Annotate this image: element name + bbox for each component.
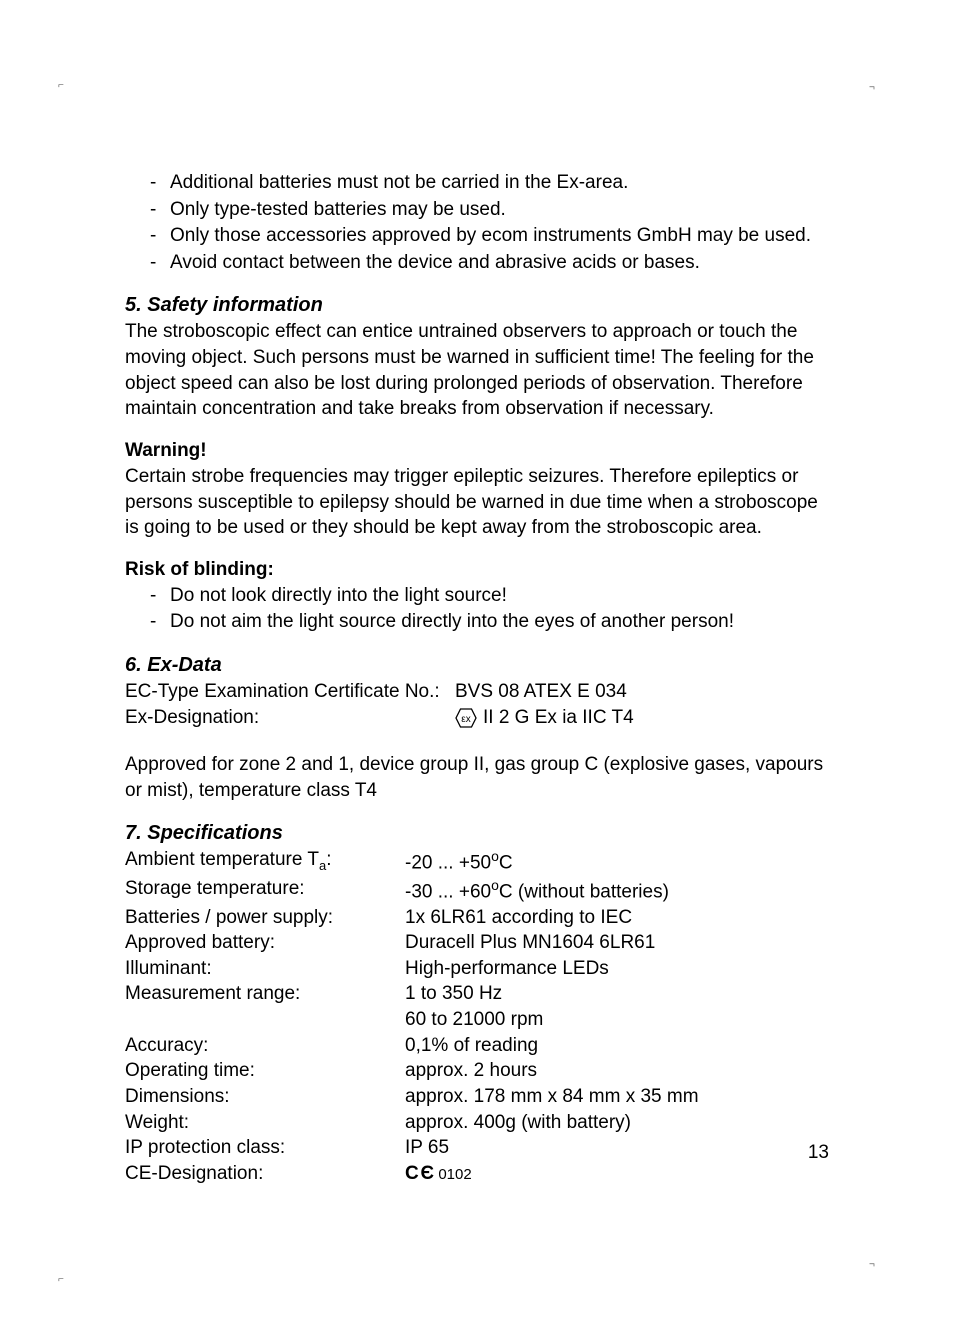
spec-label: Operating time: bbox=[125, 1058, 405, 1084]
spec-row: Accuracy:0,1% of reading bbox=[125, 1033, 829, 1059]
spec-label: Storage temperature: bbox=[125, 876, 405, 905]
spec-row: Ambient temperature Ta:-20 ... +50oC bbox=[125, 847, 829, 876]
intro-bullet-list: Additional batteries must not be carried… bbox=[125, 170, 829, 276]
spec-label: Accuracy: bbox=[125, 1033, 405, 1059]
list-item: Only type-tested batteries may be used. bbox=[125, 197, 829, 224]
spec-row: CE-Designation:C Є 0102 bbox=[125, 1161, 829, 1187]
spec-value: Duracell Plus MN1604 6LR61 bbox=[405, 930, 829, 956]
spec-value: 60 to 21000 rpm bbox=[405, 1007, 829, 1033]
spec-row: Batteries / power supply:1x 6LR61 accord… bbox=[125, 905, 829, 931]
section-6-heading: 6. Ex-Data bbox=[125, 654, 829, 677]
section-5-body: The stroboscopic effect can entice untra… bbox=[125, 319, 829, 422]
spec-row: Measurement range:1 to 350 Hz bbox=[125, 981, 829, 1007]
ex-value-text: BVS 08 ATEX E 034 bbox=[455, 679, 627, 705]
spec-label: IP protection class: bbox=[125, 1135, 405, 1161]
spec-value: -20 ... +50oC bbox=[405, 847, 829, 876]
spec-value: 0,1% of reading bbox=[405, 1033, 829, 1059]
spec-row: Approved battery:Duracell Plus MN1604 6L… bbox=[125, 930, 829, 956]
spec-value: C Є 0102 bbox=[405, 1161, 829, 1187]
spec-value: approx. 178 mm x 84 mm x 35 mm bbox=[405, 1084, 829, 1110]
ex-label: Ex-Designation: bbox=[125, 705, 455, 731]
section-7-heading: 7. Specifications bbox=[125, 822, 829, 845]
spec-value: 1 to 350 Hz bbox=[405, 981, 829, 1007]
spec-label: Batteries / power supply: bbox=[125, 905, 405, 931]
spec-row: Dimensions:approx. 178 mm x 84 mm x 35 m… bbox=[125, 1084, 829, 1110]
crop-mark-tl: ⌐ bbox=[58, 80, 68, 90]
crop-mark-bl: ⌐ bbox=[58, 1274, 68, 1284]
crop-mark-br: ¬ bbox=[869, 1259, 879, 1269]
spec-row: 60 to 21000 rpm bbox=[125, 1007, 829, 1033]
page-number: 13 bbox=[808, 1142, 829, 1164]
spec-value: IP 65 bbox=[405, 1135, 829, 1161]
spec-value: approx. 400g (with battery) bbox=[405, 1110, 829, 1136]
list-item: Avoid contact between the device and abr… bbox=[125, 250, 829, 277]
ex-data-row: Ex-Designation: εx II 2 G Ex ia IIC T4 bbox=[125, 705, 829, 731]
list-item: Do not look directly into the light sour… bbox=[125, 583, 829, 610]
spec-row: Storage temperature:-30 ... +60oC (witho… bbox=[125, 876, 829, 905]
spec-row: Operating time:approx. 2 hours bbox=[125, 1058, 829, 1084]
list-item: Additional batteries must not be carried… bbox=[125, 170, 829, 197]
ex-hexagon-icon: εx bbox=[455, 708, 477, 728]
blinding-bullet-list: Do not look directly into the light sour… bbox=[125, 583, 829, 636]
spec-label: Ambient temperature Ta: bbox=[125, 847, 405, 876]
spec-label: Weight: bbox=[125, 1110, 405, 1136]
spec-value: High-performance LEDs bbox=[405, 956, 829, 982]
specifications-table: Ambient temperature Ta:-20 ... +50oCStor… bbox=[125, 847, 829, 1187]
spec-row: Illuminant:High-performance LEDs bbox=[125, 956, 829, 982]
svg-text:εx: εx bbox=[461, 714, 470, 725]
ex-value: BVS 08 ATEX E 034 bbox=[455, 679, 829, 705]
section-6-approval: Approved for zone 2 and 1, device group … bbox=[125, 752, 829, 803]
page-content: Additional batteries must not be carried… bbox=[0, 0, 954, 1187]
spec-row: Weight:approx. 400g (with battery) bbox=[125, 1110, 829, 1136]
spec-row: IP protection class:IP 65 bbox=[125, 1135, 829, 1161]
spec-value: 1x 6LR61 according to IEC bbox=[405, 905, 829, 931]
ex-label: EC-Type Examination Certificate No.: bbox=[125, 679, 455, 705]
crop-mark-tr: ¬ bbox=[869, 82, 879, 92]
section-5-heading: 5. Safety information bbox=[125, 294, 829, 317]
spec-label: Approved battery: bbox=[125, 930, 405, 956]
spec-value: -30 ... +60oC (without batteries) bbox=[405, 876, 829, 905]
list-item: Do not aim the light source directly int… bbox=[125, 609, 829, 636]
spec-label bbox=[125, 1007, 405, 1033]
spec-label: Measurement range: bbox=[125, 981, 405, 1007]
spec-value: approx. 2 hours bbox=[405, 1058, 829, 1084]
spec-label: CE-Designation: bbox=[125, 1161, 405, 1187]
spec-label: Dimensions: bbox=[125, 1084, 405, 1110]
ex-data-row: EC-Type Examination Certificate No.: BVS… bbox=[125, 679, 829, 705]
list-item: Only those accessories approved by ecom … bbox=[125, 223, 829, 250]
warning-heading: Warning! bbox=[125, 440, 829, 462]
spec-label: Illuminant: bbox=[125, 956, 405, 982]
blinding-heading: Risk of blinding: bbox=[125, 559, 829, 581]
ex-value: εx II 2 G Ex ia IIC T4 bbox=[455, 705, 829, 731]
warning-body: Certain strobe frequencies may trigger e… bbox=[125, 464, 829, 541]
ex-value-text: II 2 G Ex ia IIC T4 bbox=[483, 705, 634, 731]
